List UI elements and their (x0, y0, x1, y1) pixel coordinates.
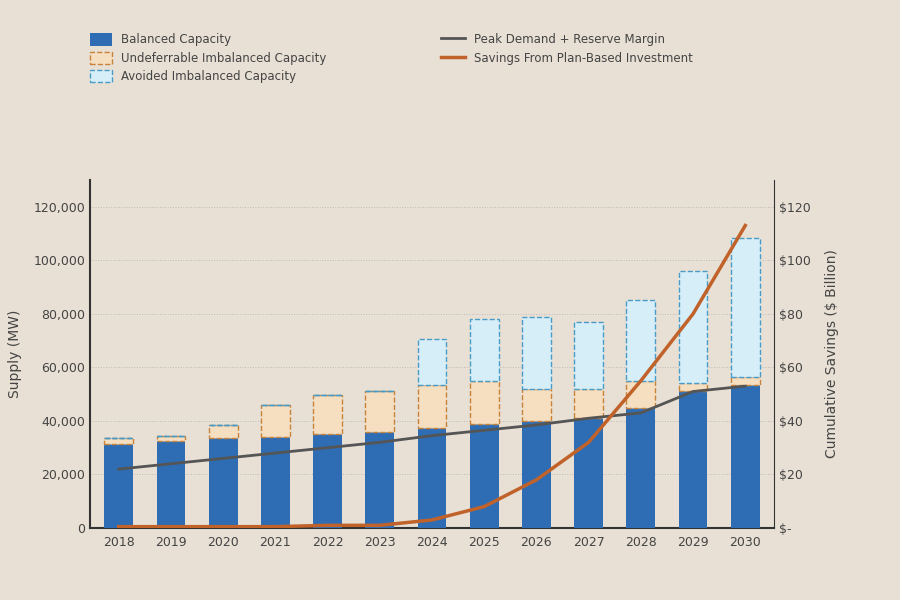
Legend: Balanced Capacity, Undeferrable Imbalanced Capacity, Avoided Imbalanced Capacity: Balanced Capacity, Undeferrable Imbalanc… (87, 30, 330, 87)
Bar (731, 377, 760, 385)
Bar (418, 385, 446, 428)
Bar (313, 395, 342, 434)
Bar (313, 434, 342, 528)
Bar (470, 424, 499, 528)
Bar (470, 381, 499, 424)
Bar (731, 238, 760, 377)
Bar (418, 339, 446, 385)
Bar (522, 421, 551, 528)
Bar (365, 431, 394, 528)
Bar (679, 383, 707, 391)
Legend: Peak Demand + Reserve Margin, Savings From Plan-Based Investment: Peak Demand + Reserve Margin, Savings Fr… (438, 30, 697, 68)
Bar (470, 319, 499, 381)
Bar (209, 439, 238, 528)
Bar (261, 405, 290, 437)
Bar (574, 322, 603, 389)
Bar (574, 389, 603, 418)
Bar (209, 425, 238, 439)
Bar (104, 439, 133, 443)
Bar (157, 436, 185, 441)
Y-axis label: Cumulative Savings ($ Billion): Cumulative Savings ($ Billion) (824, 250, 839, 458)
Bar (679, 271, 707, 383)
Bar (626, 381, 655, 407)
Bar (679, 391, 707, 528)
Bar (522, 317, 551, 389)
Y-axis label: Supply (MW): Supply (MW) (8, 310, 22, 398)
Bar (261, 437, 290, 528)
Bar (522, 389, 551, 421)
Bar (626, 301, 655, 381)
Bar (626, 407, 655, 528)
Bar (104, 443, 133, 528)
Bar (365, 391, 394, 431)
Bar (731, 385, 760, 528)
Bar (418, 428, 446, 528)
Bar (574, 418, 603, 528)
Bar (157, 441, 185, 528)
